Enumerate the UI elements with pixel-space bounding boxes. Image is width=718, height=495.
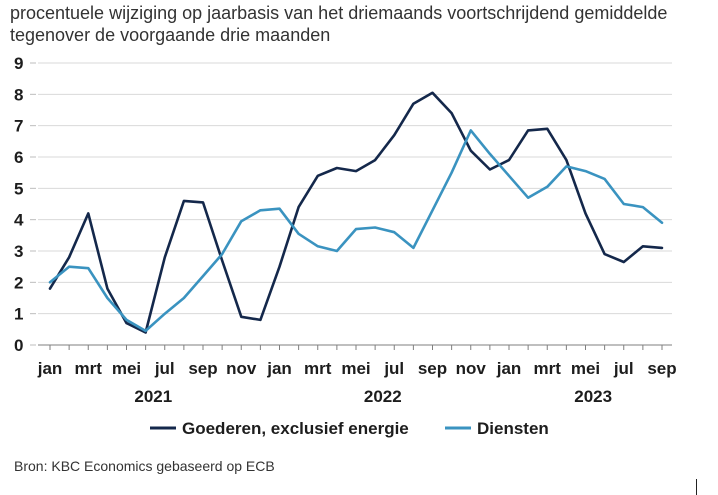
source-note: Bron: KBC Economics gebaseerd op ECB: [14, 458, 275, 474]
year-label: 2021: [134, 387, 172, 406]
y-tick-label: 4: [14, 211, 24, 230]
legend-label: Goederen, exclusief energie: [182, 419, 409, 438]
x-tick-label: jan: [266, 359, 292, 378]
x-axis: [38, 344, 672, 350]
x-tick-label: jul: [383, 359, 404, 378]
y-tick-label: 2: [14, 273, 23, 292]
y-tick-label: 5: [14, 179, 23, 198]
y-tick-label: 9: [14, 54, 23, 73]
x-tick-label: mrt: [75, 359, 103, 378]
x-tick-label: mei: [571, 359, 600, 378]
y-tick-label: 3: [14, 242, 23, 261]
x-axis-tick-labels: jan mrt mei jul sep nov jan mrt mei jul sep nov jan m…: [37, 359, 677, 378]
chart-title: procentuele wijziging op jaarbasis van h…: [10, 3, 668, 45]
y-axis-ticks: 0 1 2 3 4 5 6 7 8 9: [14, 54, 36, 355]
x-tick-label: jan: [496, 359, 522, 378]
y-tick-label: 8: [14, 85, 23, 104]
x-tick-label: jul: [154, 359, 175, 378]
y-tick-label: 1: [14, 305, 23, 324]
series-line-goederen: [48, 91, 664, 334]
legend: Goederen, exclusief energie Diensten: [150, 419, 549, 438]
year-label: 2023: [574, 387, 612, 406]
series-line-diensten: [48, 129, 664, 333]
y-tick-label: 7: [14, 117, 23, 136]
x-tick-label: jul: [613, 359, 634, 378]
x-tick-label: sep: [418, 359, 447, 378]
year-labels: 2021 2022 2023: [134, 387, 612, 406]
gridlines: [38, 62, 672, 315]
x-tick-label: nov: [226, 359, 257, 378]
x-tick-label: mei: [341, 359, 370, 378]
y-tick-label: 0: [14, 336, 23, 355]
x-tick-label: sep: [188, 359, 217, 378]
legend-label: Diensten: [477, 419, 549, 438]
x-tick-label: sep: [647, 359, 676, 378]
x-tick-label: mrt: [304, 359, 332, 378]
edge-divider: [696, 479, 697, 495]
x-tick-label: jan: [37, 359, 63, 378]
x-tick-label: mei: [112, 359, 141, 378]
y-tick-label: 6: [14, 148, 23, 167]
year-label: 2022: [364, 387, 402, 406]
x-tick-label: nov: [456, 359, 487, 378]
x-tick-label: mrt: [534, 359, 562, 378]
series-lines: [48, 91, 664, 334]
